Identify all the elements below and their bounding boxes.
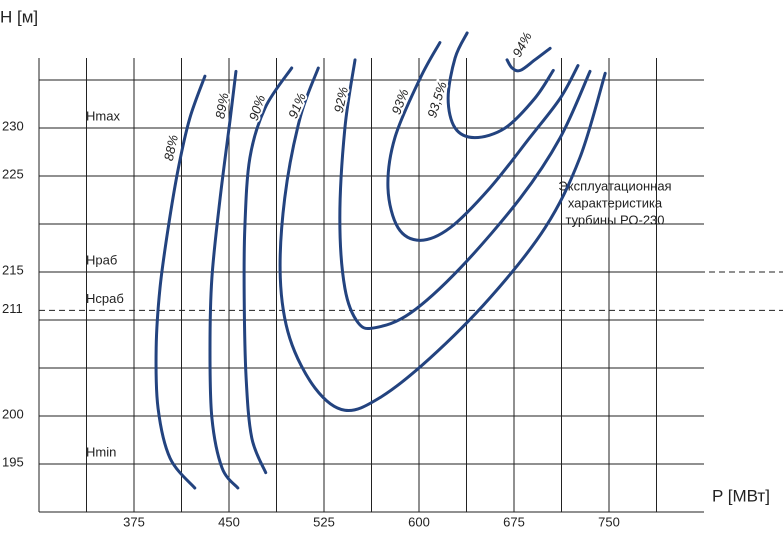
reference-label: Нраб bbox=[86, 252, 117, 267]
reference-label: Нmax bbox=[86, 108, 120, 123]
efficiency-curve bbox=[242, 66, 294, 475]
reference-label: Нсраб bbox=[86, 291, 124, 306]
efficiency-curve bbox=[278, 66, 607, 413]
annotation: Эксплуатационная bbox=[558, 178, 671, 193]
annotation: турбины РО-230 bbox=[565, 212, 664, 227]
efficiency-curve bbox=[154, 74, 207, 490]
efficiency-curve bbox=[386, 41, 580, 242]
y-tick-label: 230 bbox=[2, 118, 24, 133]
y-tick-label: 215 bbox=[2, 262, 24, 277]
x-tick-label: 525 bbox=[313, 514, 335, 529]
y-tick-label: 195 bbox=[2, 454, 24, 469]
curve-label: 93,5% bbox=[424, 80, 450, 120]
x-tick-label: 600 bbox=[408, 514, 430, 529]
efficiency-curve bbox=[446, 31, 555, 140]
y-tick-label: 200 bbox=[2, 406, 24, 421]
efficiency-curve bbox=[505, 46, 552, 73]
efficiency-curve bbox=[338, 58, 592, 331]
x-tick-label: 750 bbox=[598, 514, 620, 529]
curve-label: 88% bbox=[161, 133, 181, 162]
x-tick-label: 450 bbox=[218, 514, 240, 529]
curve-label: 90% bbox=[246, 93, 268, 122]
curve-label: 89% bbox=[212, 92, 231, 120]
curve-label: 94% bbox=[509, 29, 534, 59]
y-axis-title: Н [м] bbox=[0, 7, 38, 26]
annotation: характеристика bbox=[568, 195, 663, 210]
x-axis-title: P [МВт] bbox=[712, 486, 770, 505]
reference-label: Нmin bbox=[86, 444, 116, 459]
y-tick-label: 211 bbox=[2, 301, 23, 316]
x-tick-label: 675 bbox=[503, 514, 525, 529]
x-tick-label: 375 bbox=[123, 514, 145, 529]
y-tick-label: 225 bbox=[2, 166, 24, 181]
efficiency-curve bbox=[208, 69, 240, 490]
